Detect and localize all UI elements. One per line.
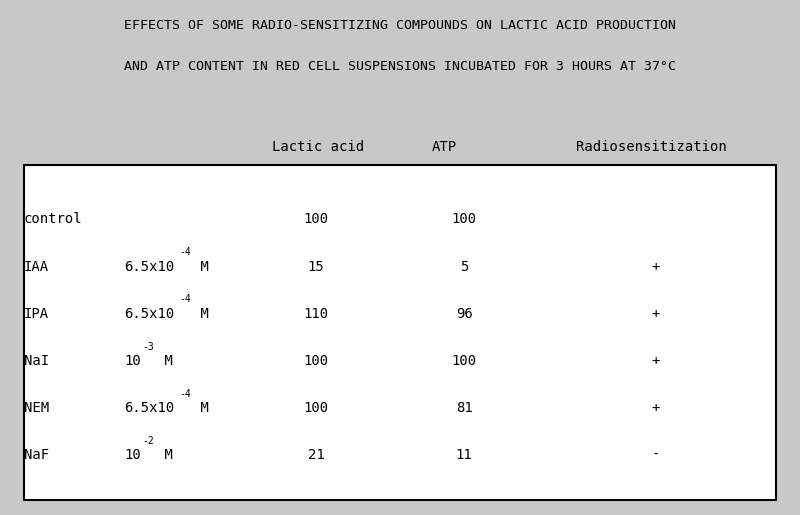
Text: Lactic acid: Lactic acid (272, 140, 364, 154)
Text: +: + (652, 307, 660, 321)
Text: control: control (24, 212, 82, 226)
Text: NEM: NEM (24, 401, 49, 415)
Text: 81: 81 (456, 401, 472, 415)
Text: -3: -3 (142, 341, 154, 352)
Text: EFFECTS OF SOME RADIO-SENSITIZING COMPOUNDS ON LACTIC ACID PRODUCTION: EFFECTS OF SOME RADIO-SENSITIZING COMPOU… (124, 19, 676, 32)
Text: NaF: NaF (24, 449, 49, 462)
Text: +: + (652, 401, 660, 415)
Text: M: M (156, 449, 172, 462)
Text: 10: 10 (124, 449, 141, 462)
Text: 100: 100 (303, 401, 329, 415)
Text: IPA: IPA (24, 307, 49, 321)
Text: -4: -4 (179, 389, 191, 399)
Text: -2: -2 (142, 436, 154, 446)
Text: AND ATP CONTENT IN RED CELL SUSPENSIONS INCUBATED FOR 3 HOURS AT 37°C: AND ATP CONTENT IN RED CELL SUSPENSIONS … (124, 60, 676, 74)
Text: 100: 100 (451, 354, 477, 368)
Text: 21: 21 (308, 449, 324, 462)
Text: ATP: ATP (432, 140, 457, 154)
Text: M: M (156, 354, 172, 368)
Text: 96: 96 (456, 307, 472, 321)
Text: M: M (193, 307, 209, 321)
Text: NaI: NaI (24, 354, 49, 368)
Text: 6.5x10: 6.5x10 (124, 401, 174, 415)
Text: +: + (652, 260, 660, 273)
Text: 10: 10 (124, 354, 141, 368)
Text: IAA: IAA (24, 260, 49, 273)
Text: +: + (652, 354, 660, 368)
Text: -4: -4 (179, 247, 191, 257)
Text: -: - (652, 449, 660, 462)
Text: 6.5x10: 6.5x10 (124, 260, 174, 273)
Text: 100: 100 (303, 354, 329, 368)
Text: 15: 15 (308, 260, 324, 273)
Text: 100: 100 (303, 212, 329, 226)
Bar (24, 165, 776, 500)
Text: 11: 11 (456, 449, 472, 462)
Text: 110: 110 (303, 307, 329, 321)
Text: 5: 5 (460, 260, 468, 273)
Text: -4: -4 (179, 294, 191, 304)
Text: 6.5x10: 6.5x10 (124, 307, 174, 321)
Text: Radiosensitization: Radiosensitization (576, 140, 726, 154)
Text: M: M (193, 260, 209, 273)
Text: 100: 100 (451, 212, 477, 226)
Text: M: M (193, 401, 209, 415)
